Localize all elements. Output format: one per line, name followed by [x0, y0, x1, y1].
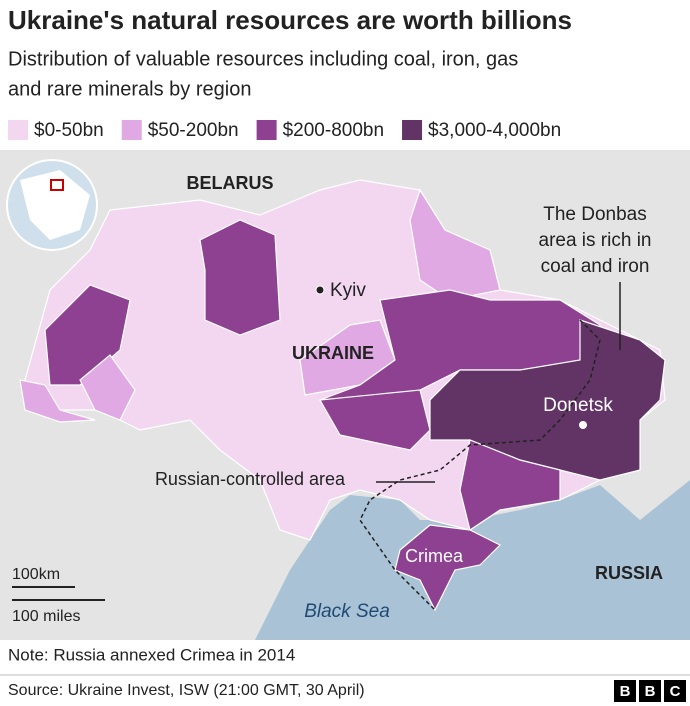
region — [19, 379, 96, 423]
region — [459, 439, 561, 531]
source: Source: Ukraine Invest, ISW (21:00 GMT, … — [8, 682, 365, 699]
legend-label: $0-50bn — [34, 120, 104, 141]
country-label: BELARUS — [186, 173, 273, 193]
title: Ukraine's natural resources are worth bi… — [8, 5, 572, 35]
city-dot — [315, 285, 325, 295]
globe-land — [20, 170, 90, 240]
city-dot — [579, 421, 587, 429]
logo-box — [639, 680, 661, 702]
legend: $0-50bn $50-200bn $200-800bn $3,000-4,000bn — [8, 120, 561, 141]
legend-label: $50-200bn — [148, 120, 239, 141]
globe-marker — [50, 179, 64, 191]
control-line — [359, 319, 601, 611]
sea-label: Black Sea — [304, 601, 390, 622]
region — [199, 219, 281, 336]
country-label: RUSSIA — [595, 563, 663, 583]
subtitle: Distribution of valuable resources inclu… — [8, 48, 518, 70]
country-label: UKRAINE — [292, 343, 374, 363]
logo-letter: C — [670, 683, 681, 700]
logo-box — [614, 680, 636, 702]
region — [394, 524, 502, 612]
region — [79, 354, 136, 421]
annotation: coal and iron — [541, 256, 650, 277]
annotation: The Donbas — [543, 204, 647, 225]
annotation: area is rich in — [539, 230, 652, 251]
region — [44, 284, 131, 386]
logo-letter: B — [645, 683, 656, 700]
city-label: Donetsk — [543, 395, 613, 416]
legend-label: $200-800bn — [283, 120, 384, 141]
legend-swatch — [256, 120, 277, 140]
annotation: Russian-controlled area — [155, 469, 346, 489]
legend-swatch — [402, 120, 423, 140]
legend-label: $3,000-4,000bn — [428, 120, 561, 141]
city-label: Kyiv — [330, 280, 366, 301]
legend-swatch — [121, 120, 142, 140]
scale-label: 100 miles — [12, 608, 80, 625]
map: BELARUS Kyiv UKRAINE The Donbas area is … — [0, 150, 690, 640]
region — [319, 289, 601, 416]
region-label: Crimea — [405, 546, 464, 566]
subtitle: and rare minerals by region — [8, 78, 251, 100]
logo-letter: B — [620, 683, 631, 700]
region — [319, 389, 431, 451]
logo-box — [664, 680, 686, 702]
legend-swatch — [8, 120, 28, 140]
note: Note: Russia annexed Crimea in 2014 — [8, 645, 295, 664]
region — [409, 188, 501, 301]
scale-label: 100km — [12, 566, 60, 583]
